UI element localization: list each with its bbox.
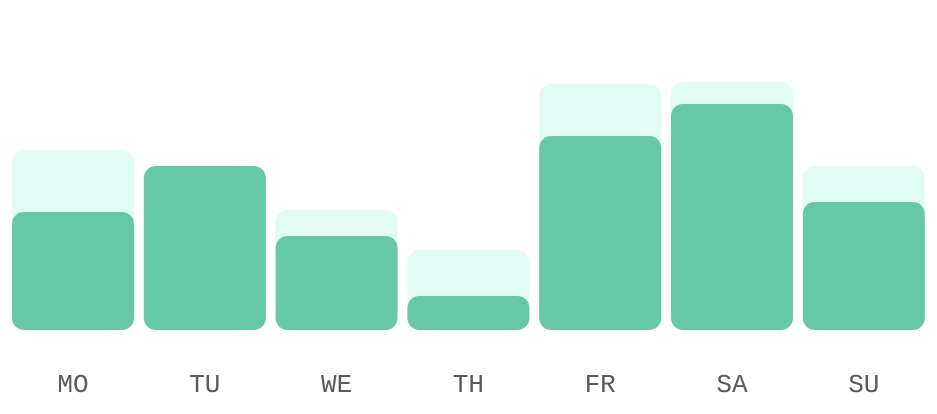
day-labels: MO TU WE TH FR SA SU bbox=[57, 370, 879, 400]
bar-front-tu bbox=[143, 166, 266, 330]
tick-label-th: TH bbox=[453, 370, 484, 400]
tick-label-su: SU bbox=[848, 370, 879, 400]
bar-front-su bbox=[802, 202, 925, 330]
bar-front-th bbox=[407, 296, 530, 330]
tick-label-fr: FR bbox=[585, 370, 616, 400]
tick-label-mo: MO bbox=[57, 370, 88, 400]
tick-label-we: WE bbox=[321, 370, 352, 400]
bar-front-we bbox=[275, 236, 398, 330]
foreground-bars bbox=[12, 104, 925, 330]
tick-label-sa: SA bbox=[716, 370, 748, 400]
bar-front-sa bbox=[671, 104, 793, 330]
bar-front-mo bbox=[12, 212, 134, 330]
tick-label-tu: TU bbox=[189, 370, 220, 400]
bar-front-fr bbox=[539, 136, 662, 330]
